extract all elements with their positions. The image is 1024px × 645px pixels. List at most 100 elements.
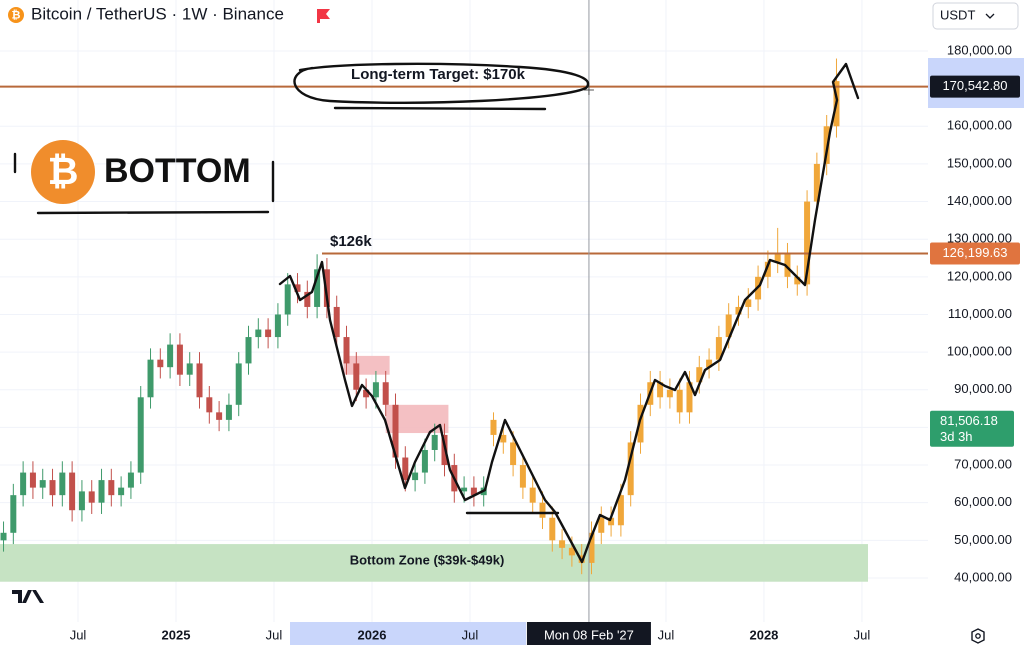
- candle-body: [676, 389, 683, 413]
- y-tick-label: 40,000.00: [954, 569, 1012, 584]
- target-underline: [333, 106, 547, 111]
- candle-body: [118, 487, 125, 496]
- candle-body: [794, 276, 801, 285]
- candle-body: [725, 314, 732, 338]
- candle-body: [588, 532, 595, 563]
- candle-body: [49, 480, 56, 496]
- candle-body: [617, 495, 624, 526]
- y-tick-label: 140,000.00: [947, 193, 1012, 208]
- x-tick-label: 2028: [749, 627, 778, 642]
- candle-body: [167, 344, 174, 368]
- candle-body: [715, 337, 722, 360]
- candle-body: [333, 306, 340, 338]
- crosshair-cursor: [583, 85, 594, 95]
- y-tick-label: 50,000.00: [954, 532, 1012, 547]
- candle-body: [274, 314, 281, 338]
- candle-body: [78, 491, 85, 511]
- badge-text: BOTTOM: [104, 152, 251, 190]
- crosshair-tag: [526, 622, 651, 645]
- y-tick-label: 70,000.00: [954, 456, 1012, 471]
- currency-select[interactable]: [932, 2, 1019, 30]
- candle-body: [137, 397, 144, 473]
- candle-body: [421, 449, 428, 473]
- candle-body: [353, 363, 360, 390]
- candle-body: [784, 254, 791, 277]
- annotation: $126k: [330, 233, 372, 250]
- x-tick-label: Jul: [70, 627, 87, 642]
- candle-body: [529, 487, 536, 503]
- x-tick-label: 2025: [162, 627, 191, 642]
- zones: Bottom Zone ($39k-$49k): [0, 355, 868, 582]
- settings-icon[interactable]: [971, 628, 985, 644]
- candle-body: [284, 284, 291, 315]
- candle-body: [510, 442, 517, 466]
- price-tag: [930, 242, 1020, 265]
- candle-body: [804, 201, 811, 285]
- candle-body: [304, 291, 311, 307]
- candle-body: [186, 363, 193, 375]
- current-price-label: 81,506.18: [940, 413, 998, 428]
- grid: [0, 0, 928, 622]
- time-range-highlight: [290, 622, 526, 645]
- badge-icon: [31, 140, 95, 204]
- x-tick-label: Jul: [854, 627, 871, 642]
- candle-body: [88, 491, 95, 503]
- candle-body: [29, 472, 36, 488]
- crosshair-label: Mon 08 Feb '27: [544, 627, 634, 642]
- x-tick-label: Jul: [462, 627, 479, 642]
- candle-body: [363, 389, 370, 398]
- badge-symbol: ₿: [48, 151, 79, 193]
- flag-icon: [317, 9, 330, 23]
- candle-body: [568, 547, 575, 556]
- candle-body: [382, 382, 389, 405]
- chart-title: Bitcoin / TetherUS · 1W · Binance: [31, 4, 284, 23]
- candle-body: [706, 359, 713, 368]
- candle-body: [157, 359, 164, 368]
- candle-body: [10, 495, 17, 533]
- candle-body: [206, 397, 213, 413]
- y-tick-label: 100,000.00: [947, 344, 1012, 359]
- dropdown-arrow: [985, 13, 995, 19]
- candle-body: [745, 299, 752, 307]
- candle-body: [559, 540, 566, 548]
- candle-body: [598, 517, 605, 533]
- candle-body: [431, 434, 438, 450]
- price-tag-label: 170,542.80: [942, 78, 1007, 93]
- candle-body: [108, 480, 115, 496]
- hand-drawing: [13, 62, 860, 564]
- candle-body: [235, 363, 242, 405]
- candle-body: [500, 434, 507, 443]
- y-tick-label: 150,000.00: [947, 155, 1012, 170]
- candle-body: [392, 404, 399, 458]
- candle-body: [813, 163, 820, 202]
- candle-body: [519, 465, 526, 488]
- candle-body: [774, 254, 781, 262]
- candle-body: [657, 382, 664, 398]
- candle-body: [216, 412, 223, 420]
- badge-underline: [36, 210, 270, 215]
- y-tick-label: 160,000.00: [947, 118, 1012, 133]
- currency: USDT: [940, 7, 975, 22]
- price-tag-label: 126,199.63: [942, 245, 1007, 260]
- candle-body: [59, 472, 66, 496]
- candle-body: [637, 404, 644, 443]
- candle-body: [490, 419, 497, 435]
- annotation: Long-term Target: $170k: [351, 66, 526, 83]
- candle-body: [196, 363, 203, 398]
- candle-body: [147, 359, 154, 398]
- candle-body: [627, 442, 634, 496]
- logo: [12, 590, 44, 603]
- candle-body: [39, 480, 46, 488]
- coin-icon: [8, 7, 24, 23]
- candle-body: [69, 472, 76, 511]
- bottom-zone-label: Bottom Zone ($39k-$49k): [350, 552, 505, 567]
- supply-zone: [343, 355, 390, 375]
- candle-body: [98, 480, 105, 503]
- y-tick-label: 110,000.00: [948, 306, 1012, 321]
- candle-body: [686, 382, 693, 413]
- bottom-zone: [0, 544, 868, 582]
- x-tick-label: Jul: [266, 627, 283, 642]
- price-tag: [930, 75, 1020, 98]
- candle-body: [127, 472, 134, 488]
